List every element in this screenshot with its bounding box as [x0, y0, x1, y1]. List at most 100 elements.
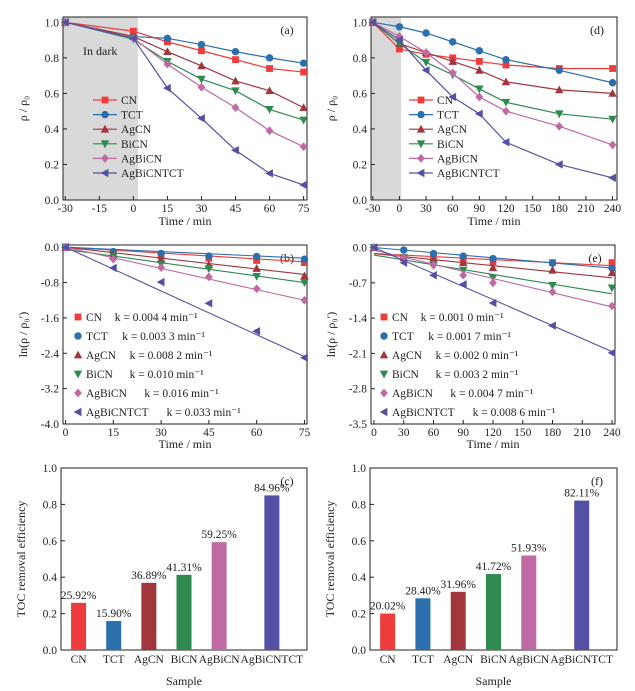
y-tick-label: 0.4: [45, 124, 60, 136]
series-AgBiCNTCT: [61, 243, 308, 362]
legend-label: TCT: [437, 110, 459, 122]
panel-d: 0.0 0.2 0.4 0.6 0.8 1.0 ρ / ρ₀ Time / min (d) -30…: [324, 16, 621, 228]
point-TCT: [608, 79, 617, 87]
point-AgCN: [607, 268, 617, 277]
legend-label: AgCN: [437, 124, 468, 136]
x-axis-label: Time / min: [467, 437, 520, 451]
point-BiCN: [300, 279, 309, 287]
legend-entry-AgBiCNTCT: AgBiCNTCT: [409, 168, 500, 180]
legend-rate-constant: k = 0.016 min⁻¹: [144, 388, 219, 400]
point-AgBiCNTCT: [607, 348, 616, 358]
legend-entry-AgCN: AgCN k = 0.008 2 min⁻¹: [73, 350, 213, 362]
legend-marker-AgBiCN: [417, 154, 425, 163]
point-TCT: [459, 252, 467, 260]
x-tick-label: 90: [474, 203, 486, 215]
x-tick-label: 0: [63, 427, 69, 439]
point-AgBiCN: [197, 82, 206, 92]
y-tick-label: -3.5: [349, 419, 367, 431]
fit-line-TCT: [65, 246, 305, 259]
legend-marker-BiCN: [379, 370, 389, 379]
legend-entry-TCT: TCT k = 0.001 7 min⁻¹: [380, 331, 512, 343]
y-tick-label: -4.0: [41, 419, 59, 431]
y-axis-label: TOC removal efficiency: [323, 501, 337, 618]
data-label-BiCN: 41.31%: [166, 562, 202, 574]
point-AgBiCN: [265, 126, 274, 136]
plot-frame: [370, 16, 618, 201]
x-tick-label: 120: [497, 203, 515, 215]
series-AgBiCNTCT: [60, 18, 307, 190]
y-tick-label: -3.2: [41, 384, 59, 396]
point-BiCN: [607, 284, 617, 293]
point-AgCN: [252, 264, 261, 272]
y-tick-label: 0.0: [353, 195, 368, 207]
point-TCT: [252, 252, 261, 261]
legend-rate-constant: k = 0.008 2 min⁻¹: [130, 350, 213, 362]
point-AgBiCNTCT: [421, 66, 430, 75]
series-AgBiCN: [368, 17, 617, 150]
x-tick-label: 90: [457, 427, 469, 439]
point-AgCN: [475, 65, 484, 74]
legend-label: BiCN: [121, 139, 149, 151]
legend-label: TCT: [86, 331, 108, 343]
legend-entry-CN: CN k = 0.001 0 min⁻¹: [380, 312, 504, 324]
x-tick-label: 60: [428, 427, 440, 439]
y-axis-label: ln(ρ / ρ₀′): [324, 312, 338, 357]
x-tick-label: CN: [380, 654, 397, 666]
legend-marker-AgCN: [379, 350, 389, 359]
legend-entry-BiCN: BiCN: [409, 139, 465, 151]
x-tick-label: 60: [264, 203, 276, 215]
legend-label: AgBiCN: [437, 153, 479, 165]
point-TCT: [400, 246, 408, 254]
y-axis-label: ln(ρ / ρ₀′): [16, 312, 30, 357]
legend-entry-AgBiCNTCT: AgBiCNTCT k = 0.033 min⁻¹: [73, 407, 241, 419]
legend-marker-AgBiCN: [380, 388, 388, 398]
point-AgBiCNTCT: [231, 146, 239, 155]
y-tick-label: 0.0: [352, 645, 367, 657]
data-label-AgBiCNTCT: 82.11%: [564, 488, 599, 500]
x-tick-label: CN: [71, 654, 88, 666]
x-tick-label: AgBiCN: [508, 654, 550, 666]
legend-marker-BiCN: [416, 140, 426, 149]
legend-rate-constant: k = 0.010 min⁻¹: [130, 369, 205, 381]
x-tick-label: 240: [603, 427, 621, 439]
bar-AgCN: [141, 582, 157, 650]
legend-entry-AgCN: AgCN: [93, 124, 152, 136]
point-AgBiCNTCT: [156, 277, 165, 287]
point-TCT: [231, 47, 240, 56]
legend-entry-AgBiCN: AgBiCN k = 0.016 min⁻¹: [74, 388, 219, 400]
series-AgCN: [368, 17, 617, 97]
x-tick-label: 150: [524, 203, 542, 215]
bar-AgBiCN: [211, 542, 227, 650]
legend-entry-AgBiCNTCT: AgBiCNTCT k = 0.008 6 min⁻¹: [379, 407, 556, 419]
y-tick-label: 0.8: [353, 53, 368, 65]
data-label-AgBiCN: 51.93%: [511, 542, 547, 554]
point-AgBiCN: [300, 295, 309, 305]
y-tick-label: 1.0: [45, 17, 60, 29]
y-tick-label: 0.0: [45, 242, 60, 254]
point-AgCN: [231, 76, 240, 85]
legend-entry-AgBiCN: AgBiCN: [93, 153, 163, 165]
x-tick-label: 0: [371, 427, 377, 439]
legend-rate-constant: k = 0.001 0 min⁻¹: [421, 312, 504, 324]
point-AgBiCNTCT: [399, 258, 408, 267]
x-tick-label: 180: [551, 203, 569, 215]
y-tick-label: 0.6: [352, 536, 367, 548]
x-tick-label: BiCN: [480, 654, 508, 666]
point-CN: [609, 65, 616, 72]
point-AgBiCN: [252, 284, 261, 294]
point-CN: [502, 61, 510, 69]
bar-AgBiCNTCT: [264, 495, 280, 650]
legend-entry-AgBiCN: AgBiCN: [409, 153, 479, 165]
y-tick-label: 0.2: [352, 609, 367, 621]
point-CN: [396, 45, 403, 53]
data-label-TCT: 15.90%: [96, 608, 132, 620]
legend-label: AgBiCNTCT: [121, 168, 184, 180]
x-axis-label: Sample: [166, 674, 202, 688]
bar-BiCN: [176, 574, 192, 650]
legend-label: AgBiCNTCT: [86, 407, 149, 419]
legend-entry-TCT: TCT: [409, 110, 459, 122]
x-tick-label: 45: [230, 203, 242, 215]
panel-label: (e): [588, 251, 601, 265]
legend-rate-constant: k = 0.004 4 min⁻¹: [115, 312, 198, 324]
x-tick-label: -30: [365, 203, 381, 215]
